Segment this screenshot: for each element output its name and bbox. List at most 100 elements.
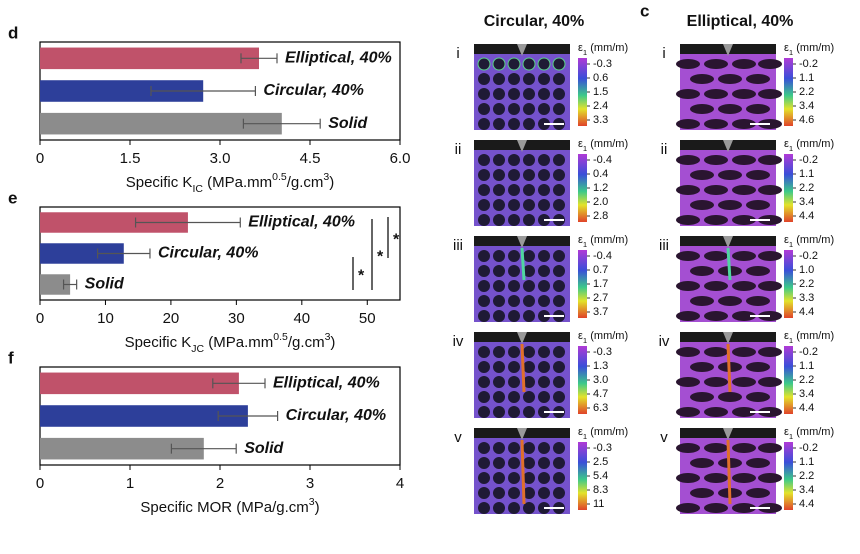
panel-letter: c [640,1,649,20]
colorbar-tick-label: 0.6 [593,72,608,84]
colorbar-tick-label: 3.3 [593,114,608,126]
hole [690,266,714,276]
strain-image [676,140,782,226]
hole [508,346,520,358]
colorbar-tick-label: 0.7 [593,264,608,276]
hole [478,295,490,307]
colorbar-tick-label: 1.2 [593,182,608,194]
hole [732,89,756,99]
crack [520,343,526,393]
hole [523,103,535,115]
hole [553,487,565,499]
hole [746,74,770,84]
hole [478,154,490,166]
colorbar-tick-label: -0.2 [799,442,818,454]
colorbar-tick-label: 4.4 [799,402,814,414]
hole [508,154,520,166]
hole [493,88,505,100]
hole [538,295,550,307]
colorbar-tick-label: 2.2 [799,278,814,290]
bar-label: Circular, 40% [158,245,258,262]
hole [553,103,565,115]
hole [538,442,550,454]
row-label: ii [455,141,462,158]
hole [508,169,520,181]
colorbar-label-part: 1 [583,144,587,153]
hole [523,73,535,85]
x-axis-label-part: 3 [309,496,315,508]
strain-image [676,44,782,130]
colorbar-label-part: (mm/m) [793,138,834,150]
hole [732,443,756,453]
colorbar [578,442,587,510]
specimen [680,44,776,130]
bar [40,80,204,102]
hole [676,215,700,225]
x-tick-label: 0 [36,150,44,167]
strain-image [676,332,782,418]
hole [553,169,565,181]
hole [492,57,506,71]
hole [732,377,756,387]
colorbar-tick-label: 11 [593,498,604,510]
indenter [723,236,733,248]
colorbar-label-part: ε [784,330,789,342]
colorbar-label-part: ε [578,330,583,342]
hole [478,457,490,469]
indenter [517,44,527,56]
hole [493,442,505,454]
hole [690,74,714,84]
hole [553,346,565,358]
colorbar-label-part: ε [784,42,789,54]
row-label: iii [659,237,669,254]
colorbar-tick-label: 2.2 [799,86,814,98]
hole [732,407,756,417]
indenter [723,44,733,56]
colorbar-tick-label: -0.2 [799,58,818,70]
hole [508,103,520,115]
hole [523,310,535,322]
indenter [517,140,527,152]
hole [508,88,520,100]
x-tick-label: 50 [359,310,376,327]
x-tick-label: 20 [163,310,180,327]
hole [690,296,714,306]
x-axis-label-part: 0.5 [272,171,287,183]
hole [758,251,782,261]
hole [538,376,550,388]
colorbar-tick-label: 1.7 [593,278,608,290]
row-label: iii [453,237,463,254]
hole [676,473,700,483]
hole [493,73,505,85]
hole [493,376,505,388]
hole [538,199,550,211]
hole [746,488,770,498]
hole [704,155,728,165]
hole [523,295,535,307]
indenter [517,236,527,248]
hole [538,103,550,115]
hole [746,362,770,372]
strain-image [676,236,782,322]
colorbar-label-part: (mm/m) [587,426,628,438]
hole [508,295,520,307]
colorbar-tick-label: -0.4 [593,250,612,262]
hole [758,281,782,291]
hole [690,488,714,498]
hole [704,251,728,261]
hole [538,154,550,166]
hole [523,391,535,403]
panel-letter: f [8,348,14,367]
hole [538,250,550,262]
colorbar-tick-label: 5.4 [593,470,608,482]
hole [704,215,728,225]
hole [690,104,714,114]
hole [522,57,536,71]
colorbar-label-part: (mm/m) [587,330,628,342]
hole [538,184,550,196]
hole [553,265,565,277]
colorbar-label-part: (mm/m) [587,138,628,150]
hole [676,443,700,453]
crack [726,343,732,393]
hole [538,487,550,499]
